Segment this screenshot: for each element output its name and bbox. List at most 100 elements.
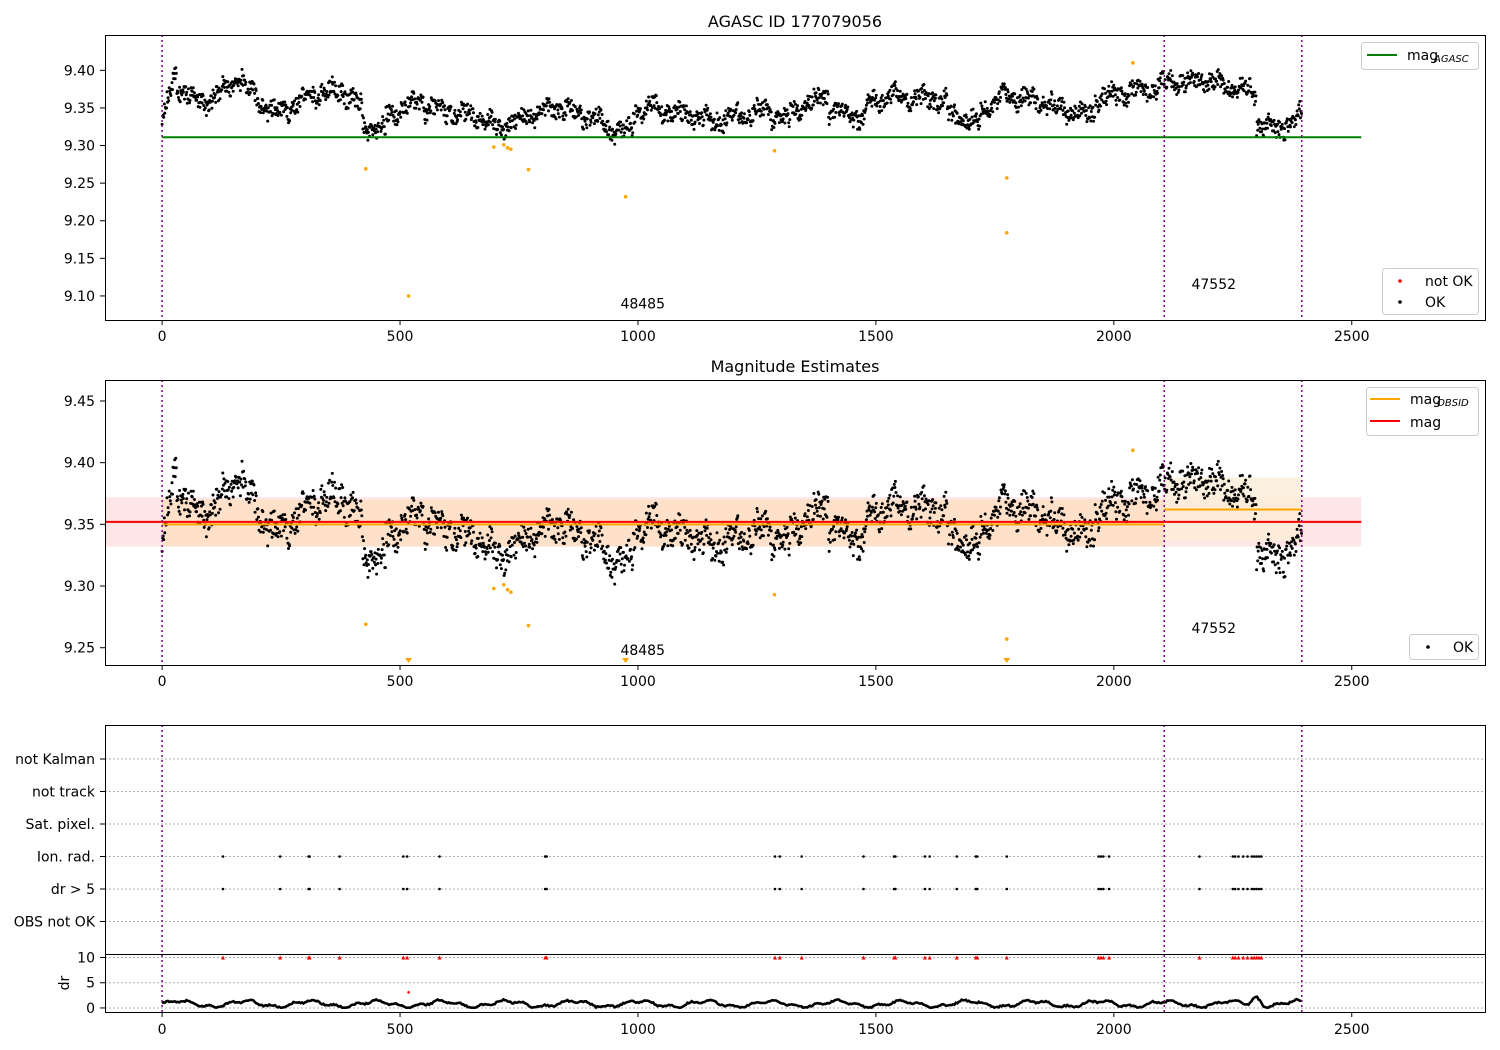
- ok-point: [519, 114, 522, 118]
- ok-point: [898, 495, 902, 499]
- ok-point: [986, 528, 990, 532]
- ok-point: [1039, 526, 1043, 530]
- ok-point: [1189, 69, 1193, 73]
- ok-point: [879, 96, 883, 100]
- panel-mag-legend-top[interactable]: mag OBSID mag: [1366, 387, 1479, 436]
- ok-point: [409, 101, 413, 105]
- ok-point: [359, 92, 363, 96]
- ok-point: [333, 80, 336, 84]
- ok-point: [359, 499, 363, 503]
- ok-point: [338, 84, 342, 88]
- ok-point: [381, 537, 385, 541]
- ok-point: [1191, 73, 1195, 77]
- ok-point: [470, 539, 474, 543]
- ok-point: [764, 509, 768, 513]
- ok-point: [269, 110, 272, 113]
- ok-point: [424, 528, 428, 532]
- ok-point: [1035, 503, 1039, 507]
- ok-point: [1239, 490, 1243, 493]
- ok-point: [1199, 471, 1203, 475]
- ok-point: [712, 117, 716, 121]
- ok-point: [844, 518, 848, 522]
- ok-point: [817, 492, 821, 496]
- ok-point: [610, 138, 614, 142]
- ok-point: [293, 531, 297, 535]
- flag-point: [928, 855, 931, 858]
- dr-clipped-marker: [773, 955, 778, 960]
- ok-point: [556, 526, 560, 530]
- ok-point: [893, 479, 897, 483]
- ok-point: [870, 104, 874, 108]
- ok-point: [700, 530, 704, 534]
- ok-point: [1086, 540, 1090, 544]
- ok-point: [439, 516, 443, 520]
- ok-point: [1216, 459, 1220, 463]
- ok-point: [547, 527, 550, 531]
- panel-mag-legend-bottom[interactable]: OK: [1409, 634, 1479, 660]
- ok-point: [1297, 524, 1301, 528]
- ok-point: [816, 101, 820, 105]
- ok-point: [703, 529, 707, 533]
- ok-point: [1112, 485, 1116, 489]
- ok-point: [1127, 502, 1131, 506]
- ok-point: [1246, 485, 1250, 489]
- ok-point: [259, 111, 263, 115]
- ok-point: [363, 547, 367, 551]
- ok-point: [502, 558, 506, 562]
- ok-point: [1256, 559, 1260, 563]
- ok-point: [455, 115, 458, 119]
- ok-point: [1253, 496, 1257, 500]
- ok-point: [989, 516, 993, 520]
- ok-point: [889, 514, 893, 518]
- ok-point: [543, 534, 547, 538]
- ok-point: [279, 113, 283, 117]
- ok-point: [498, 563, 502, 567]
- ok-point: [1020, 513, 1024, 517]
- ok-point: [352, 509, 356, 513]
- ok-point: [474, 543, 478, 547]
- ok-point: [1136, 490, 1140, 494]
- ok-point: [828, 117, 832, 121]
- ok-point: [1095, 100, 1099, 103]
- ok-point: [322, 490, 326, 494]
- ok-point: [579, 526, 583, 530]
- ok-point: [253, 91, 257, 95]
- ok-point: [1260, 561, 1263, 565]
- ok-point: [999, 95, 1002, 99]
- ok-point: [328, 478, 332, 482]
- panel-flags-dr-frame: [105, 725, 1486, 1013]
- ok-point: [708, 532, 712, 536]
- ok-point: [327, 93, 331, 97]
- ok-point: [944, 490, 948, 494]
- ok-point: [287, 547, 290, 550]
- ok-point: [1169, 461, 1173, 465]
- ok-point: [1091, 105, 1095, 109]
- ok-point: [215, 497, 219, 500]
- ok-point: [806, 509, 810, 512]
- ok-point: [1031, 502, 1035, 506]
- ok-point: [1260, 130, 1263, 134]
- ok-point: [891, 93, 895, 97]
- ok-point: [1020, 88, 1024, 92]
- ok-point: [417, 524, 421, 528]
- ok-point: [278, 110, 282, 114]
- ok-point: [1177, 88, 1181, 92]
- ok-point: [1199, 78, 1203, 81]
- ok-point: [826, 495, 829, 499]
- ok-point: [707, 540, 711, 544]
- panel-agasc-legend-bottom[interactable]: not OK OK: [1382, 268, 1479, 315]
- ok-point: [507, 560, 511, 564]
- ok-point: [716, 124, 720, 127]
- ok-point: [827, 538, 831, 541]
- ok-point: [283, 513, 287, 517]
- ok-point: [1055, 529, 1059, 533]
- ok-point: [241, 485, 245, 489]
- panel-agasc-legend-top[interactable]: mag AGASC: [1361, 42, 1479, 70]
- ok-point: [520, 106, 524, 110]
- ok-point: [664, 533, 668, 537]
- ok-point: [348, 513, 352, 517]
- ok-point: [1112, 83, 1116, 87]
- ok-point: [508, 116, 512, 120]
- ok-point: [793, 102, 797, 106]
- ok-point: [1249, 488, 1253, 492]
